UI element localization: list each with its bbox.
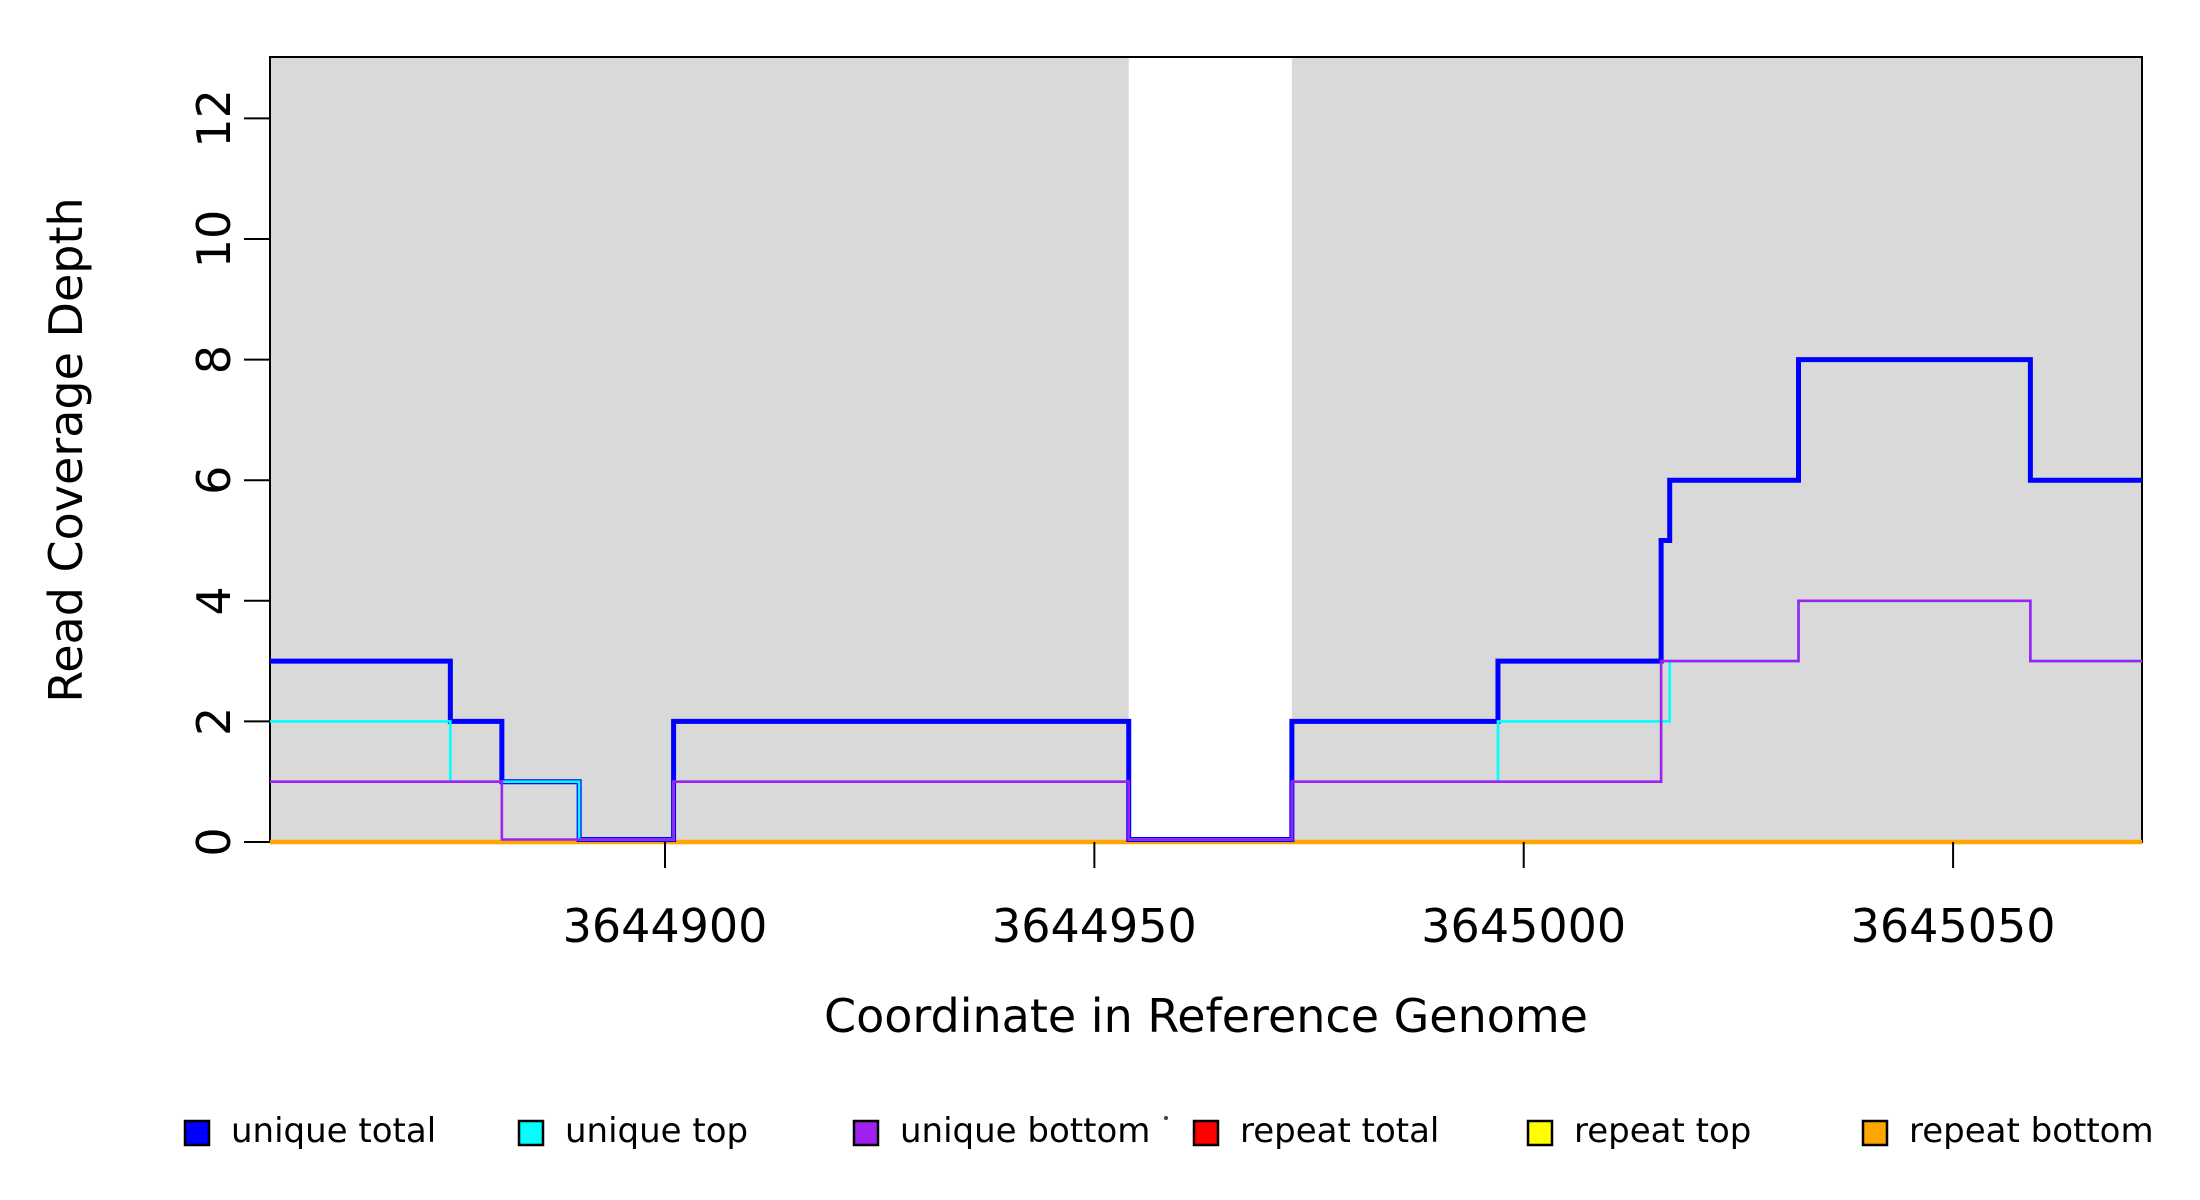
legend-label: unique bottom	[900, 1111, 1150, 1151]
axes: 3644900 3644950 3645000 3645050 0 2 4 6 8 10 12	[187, 89, 2055, 953]
y-tick-label: 8	[187, 345, 241, 374]
x-axis-title: Coordinate in Reference Genome	[824, 989, 1588, 1043]
legend-item-repeat-bottom: repeat bottom	[1861, 1111, 2154, 1151]
legend-label: unique total	[231, 1111, 436, 1151]
legend: unique total unique top unique bottom repea…	[183, 1111, 2154, 1151]
legend-item-unique-top: unique top	[517, 1111, 748, 1151]
legend-item-repeat-total: repeat total	[1192, 1111, 1439, 1151]
mappability-shading	[270, 57, 2142, 842]
legend-swatch	[1526, 1119, 1554, 1147]
x-tick-label: 3644950	[992, 899, 1197, 953]
series-lines	[270, 357, 2142, 845]
legend-label: unique top	[565, 1111, 748, 1151]
shaded-region	[1291, 57, 2142, 842]
legend-swatch	[517, 1119, 545, 1147]
stray-point-artifact	[1164, 1116, 1168, 1120]
legend-label: repeat bottom	[1909, 1111, 2154, 1151]
x-tick-label: 3644900	[563, 899, 768, 953]
legend-swatch	[1861, 1119, 1889, 1147]
legend-swatch	[183, 1119, 211, 1147]
legend-item-unique-bottom: unique bottom	[852, 1111, 1150, 1151]
y-tick-label: 4	[187, 586, 241, 615]
y-tick-label: 12	[187, 89, 241, 148]
legend-label: repeat top	[1574, 1111, 1751, 1151]
shaded-region	[270, 57, 1129, 842]
x-tick-label: 3645050	[1851, 899, 2056, 953]
y-tick-label: 2	[187, 707, 241, 736]
y-tick-label: 0	[187, 827, 241, 856]
legend-swatch	[1192, 1119, 1220, 1147]
x-tick-label: 3645000	[1421, 899, 1626, 953]
y-axis-title: Read Coverage Depth	[39, 197, 93, 702]
legend-item-unique-total: unique total	[183, 1111, 436, 1151]
y-tick-label: 10	[187, 210, 241, 269]
legend-swatch	[852, 1119, 880, 1147]
y-tick-label: 6	[187, 466, 241, 495]
legend-item-repeat-top: repeat top	[1526, 1111, 1751, 1151]
series-line-unique-bottom	[270, 599, 2142, 841]
legend-label: repeat total	[1240, 1111, 1439, 1151]
